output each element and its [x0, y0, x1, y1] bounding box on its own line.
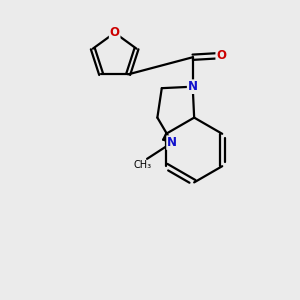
Text: O: O: [110, 26, 120, 39]
Text: O: O: [216, 49, 226, 62]
Text: N: N: [188, 80, 198, 93]
Text: N: N: [167, 136, 177, 149]
Text: CH₃: CH₃: [134, 160, 152, 170]
